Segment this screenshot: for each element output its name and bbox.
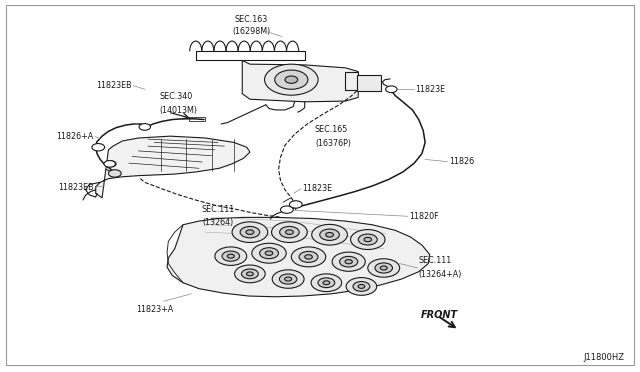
Circle shape [104,161,115,167]
Circle shape [108,170,121,177]
Circle shape [232,222,268,243]
Text: FRONT: FRONT [420,310,458,320]
Text: 11823E: 11823E [302,185,332,193]
Text: 11823+A: 11823+A [136,305,173,314]
Circle shape [272,270,304,288]
Circle shape [375,263,392,273]
Circle shape [271,222,307,243]
Text: (16376P): (16376P) [315,139,351,148]
Circle shape [92,144,104,151]
Text: (13264): (13264) [202,218,234,227]
Text: SEC.165: SEC.165 [315,125,348,134]
Circle shape [215,247,246,265]
Text: (13264+A): (13264+A) [419,270,462,279]
Circle shape [332,252,365,271]
Circle shape [106,161,116,167]
Text: 11820F: 11820F [409,212,439,221]
Circle shape [285,230,293,234]
Circle shape [246,272,253,276]
Polygon shape [189,116,205,121]
Circle shape [326,232,333,237]
Polygon shape [96,136,250,198]
Text: J11800HZ: J11800HZ [584,353,625,362]
Circle shape [323,281,330,285]
Polygon shape [243,61,358,102]
Text: (14013M): (14013M) [159,106,197,115]
Circle shape [139,124,150,130]
Text: 11823EB: 11823EB [58,183,94,192]
Circle shape [264,64,318,95]
Circle shape [252,243,286,263]
Circle shape [235,265,265,283]
Text: SEC.163: SEC.163 [234,15,268,23]
Polygon shape [167,217,429,297]
Text: SEC.111: SEC.111 [419,256,452,265]
Circle shape [280,206,293,213]
Circle shape [311,274,342,292]
Circle shape [320,229,339,240]
Circle shape [358,285,365,288]
Circle shape [358,234,377,245]
Text: SEC.111: SEC.111 [202,205,235,214]
Circle shape [364,237,372,242]
Circle shape [222,251,239,261]
Circle shape [227,254,234,258]
Circle shape [299,251,318,262]
Text: 11823E: 11823E [415,85,445,94]
Circle shape [246,230,254,234]
Circle shape [285,76,298,83]
Text: 11823EB: 11823EB [97,81,132,90]
Circle shape [291,247,326,267]
Polygon shape [346,71,358,90]
Circle shape [368,259,399,277]
Circle shape [265,251,273,256]
Text: (16298M): (16298M) [232,27,270,36]
Circle shape [340,256,358,267]
Circle shape [241,269,259,279]
Circle shape [275,70,308,89]
Circle shape [380,266,387,270]
Circle shape [289,201,302,208]
Circle shape [280,227,300,238]
Circle shape [240,227,260,238]
Circle shape [351,230,385,250]
Circle shape [345,260,352,264]
Text: 11826+A: 11826+A [56,132,94,141]
Circle shape [312,224,348,245]
Text: 11826: 11826 [449,157,474,166]
Circle shape [318,278,335,288]
Circle shape [353,282,370,291]
Circle shape [260,248,278,259]
Circle shape [386,86,397,93]
Polygon shape [357,75,381,91]
Circle shape [305,255,312,259]
Circle shape [346,278,377,295]
Text: SEC.340: SEC.340 [159,92,193,101]
Circle shape [285,277,292,281]
Circle shape [280,274,297,284]
